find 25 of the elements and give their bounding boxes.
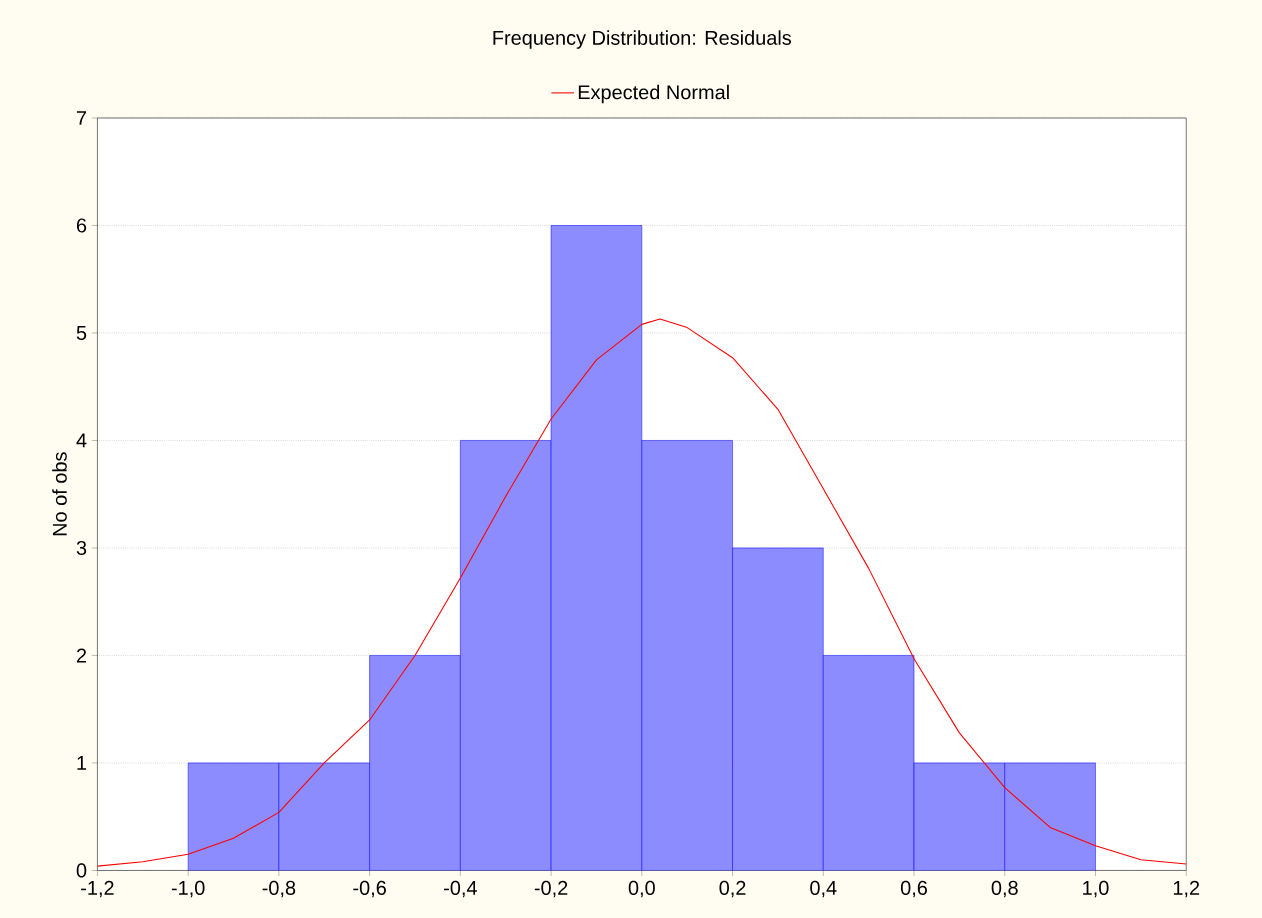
x-tick-label: 0,4	[810, 880, 837, 898]
legend-label: Expected Normal	[578, 84, 729, 104]
y-axis-title: No of obs	[52, 452, 67, 536]
line-series	[97, 318, 1187, 867]
y-tick-label: 0	[76, 863, 87, 878]
x-tick-label: -0,4	[444, 880, 477, 898]
x-tick-label: -1,2	[81, 880, 114, 898]
x-tick-label: 0,6	[900, 880, 928, 898]
chart-title: Frequency Distribution: Residuals	[493, 30, 792, 49]
y-tick-label: 5	[76, 325, 87, 340]
x-tick-label: 0,0	[628, 880, 655, 898]
x-tick-label: 0,2	[719, 880, 746, 898]
x-tick-label: -0,2	[534, 880, 568, 898]
y-tick-label: 2	[76, 648, 87, 663]
x-tick-label: -1,0	[171, 880, 205, 898]
y-tick-label: 6	[76, 218, 87, 233]
y-tick-label: 1	[77, 755, 87, 770]
y-tick-label: 4	[76, 433, 87, 448]
y-tick-label: 3	[76, 540, 87, 555]
x-tick-label: 0,8	[991, 880, 1018, 898]
x-tick-label: 1,2	[1173, 880, 1200, 898]
x-tick-label: -0,8	[262, 880, 296, 898]
x-tick-label: 1,0	[1083, 880, 1109, 898]
y-tick-label: 7	[76, 110, 87, 125]
x-tick-label: -0,6	[353, 880, 386, 898]
